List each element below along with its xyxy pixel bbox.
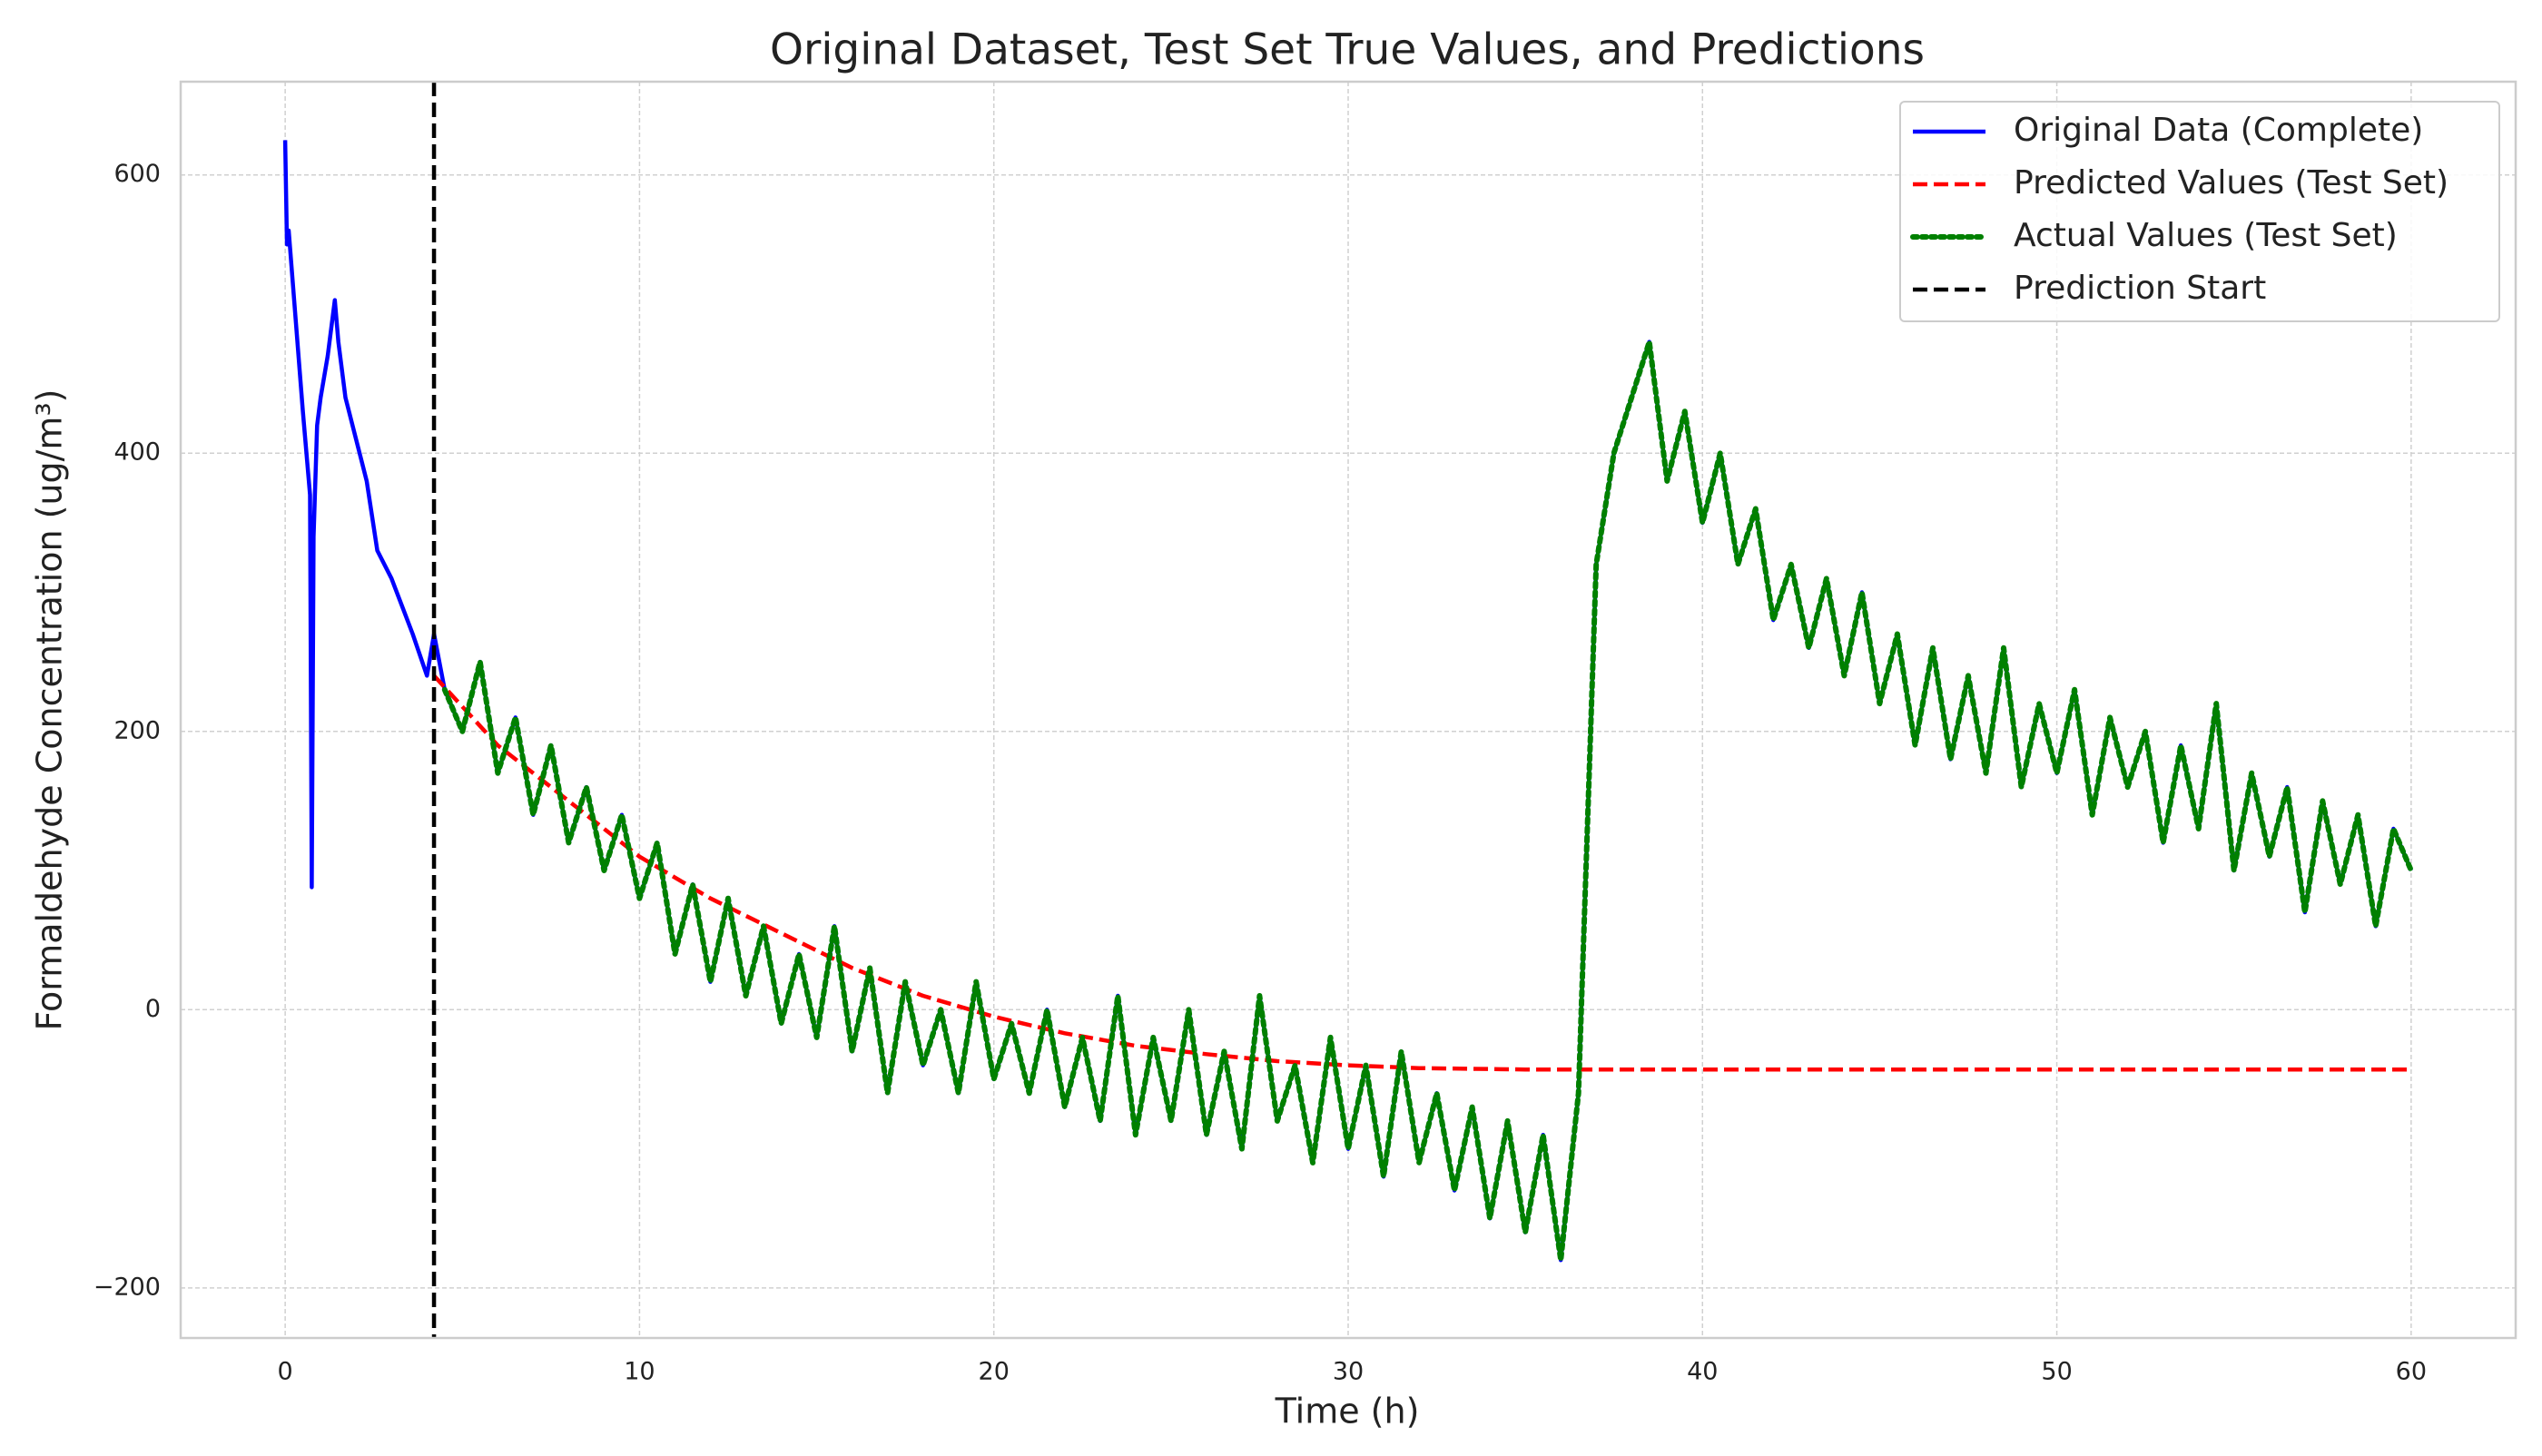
y-axis-label: Formaldehyde Concentration (ug/m³) xyxy=(30,389,70,1030)
x-tick-label: 40 xyxy=(1687,1358,1718,1386)
legend-box xyxy=(1899,101,2500,322)
plot-area xyxy=(282,82,2414,1338)
series-line xyxy=(441,339,2414,1264)
legend-label: Prediction Start xyxy=(2014,270,2266,307)
grid xyxy=(181,82,2516,1338)
y-tick-label: 200 xyxy=(113,716,161,744)
x-tick-label: 30 xyxy=(1333,1358,1364,1386)
chart-title: Original Dataset, Test Set True Values, … xyxy=(770,25,1925,75)
y-tick-label: 600 xyxy=(113,160,161,188)
legend-label: Actual Values (Test Set) xyxy=(2014,217,2398,254)
x-tick-label: 60 xyxy=(2396,1358,2427,1386)
axes-frame xyxy=(179,80,2517,1340)
x-tick-label: 10 xyxy=(624,1358,655,1386)
legend: Original Data (Complete) Predicted Values… xyxy=(1899,101,2500,322)
x-tick-label: 0 xyxy=(278,1358,293,1386)
series-line xyxy=(432,674,2411,1072)
x-axis-label: Time (h) xyxy=(1275,1392,1420,1431)
y-tick-label: −200 xyxy=(94,1273,161,1301)
ticks: 0 10 20 30 40 50 60 −200 0 200 400 600 xyxy=(94,160,2427,1385)
y-tick-label: 0 xyxy=(145,995,161,1023)
y-tick-label: 400 xyxy=(113,438,161,467)
x-tick-label: 20 xyxy=(979,1358,1010,1386)
legend-label: Original Data (Complete) xyxy=(2014,112,2423,149)
x-tick-label: 50 xyxy=(2041,1358,2072,1386)
legend-label: Predicted Values (Test Set) xyxy=(2014,164,2448,202)
